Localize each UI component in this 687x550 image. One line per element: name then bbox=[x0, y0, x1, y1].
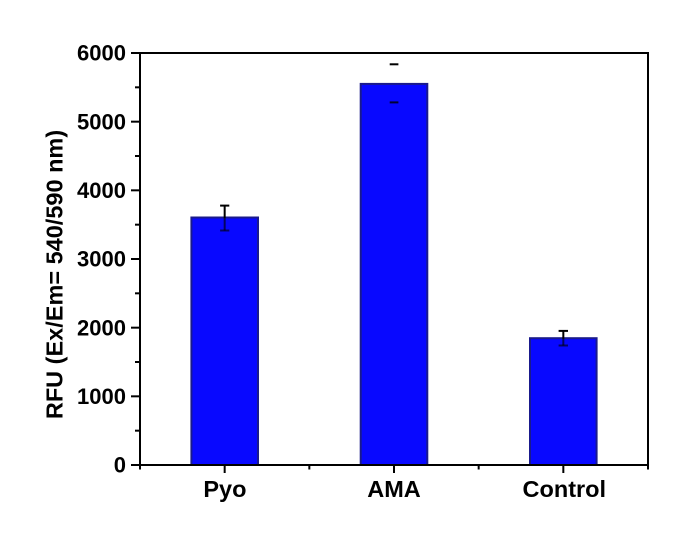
svg-text:4000: 4000 bbox=[77, 178, 126, 203]
svg-text:5000: 5000 bbox=[77, 109, 126, 134]
svg-text:2000: 2000 bbox=[77, 315, 126, 340]
svg-text:3000: 3000 bbox=[77, 247, 126, 272]
svg-text:RFU (Ex/Em= 540/590 nm): RFU (Ex/Em= 540/590 nm) bbox=[42, 130, 68, 419]
svg-text:AMA: AMA bbox=[367, 476, 421, 502]
svg-text:Control: Control bbox=[523, 476, 607, 502]
svg-text:1000: 1000 bbox=[77, 384, 126, 409]
svg-text:0: 0 bbox=[114, 453, 126, 478]
svg-text:Pyo: Pyo bbox=[203, 476, 246, 502]
svg-text:6000: 6000 bbox=[77, 41, 126, 66]
